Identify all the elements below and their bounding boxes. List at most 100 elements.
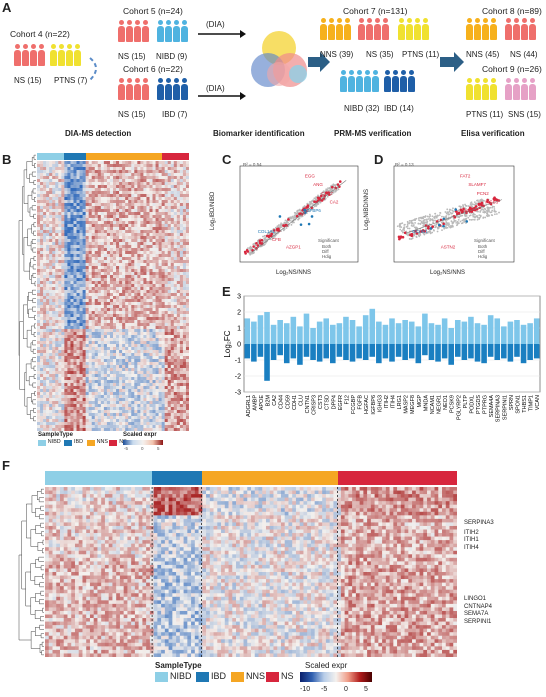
heatmap-cell [49,257,53,261]
heatmap-cell [164,203,169,207]
heatmap-cell [185,335,189,339]
heatmap-cell [106,368,111,372]
heatmap-cell [113,410,117,414]
heatmap-cell [155,413,159,417]
heatmap-cell [134,257,138,261]
heatmap-cell [137,344,141,348]
heatmap-cell [40,347,44,351]
heatmap-cell [67,281,71,285]
heatmap-cell [109,302,114,306]
heatmap-cell [82,305,86,309]
heatmap-cell [167,365,172,369]
heatmap-cell [61,182,65,186]
heatmap-cell [106,338,111,342]
annotation-ns [161,153,189,160]
heatmap-cell [40,221,44,225]
heatmap-cell [76,305,80,309]
heatmap-cell [70,350,74,354]
heatmap-cell [109,353,114,357]
heatmap-cell [185,422,189,426]
heatmap-cell [161,314,165,318]
heatmap-cell [149,233,153,237]
heatmap-cell [152,200,156,204]
heatmap-cell [185,230,189,234]
heatmap-cell [67,242,71,246]
heatmap-cell [67,404,71,408]
heatmap-cell [49,206,53,210]
heatmap-cell [164,236,169,240]
heatmap-cell [76,218,80,222]
heatmap-cell [52,203,56,207]
heatmap-cell [79,269,83,273]
heatmap-cell [149,227,153,231]
heatmap-cell [85,269,89,273]
heatmap-cell [67,308,71,312]
heatmap-cell [116,272,120,276]
heatmap-cell [179,314,184,318]
heatmap-cell [67,257,71,261]
heatmap-cell [106,308,111,312]
heatmap-cell [143,287,147,291]
heatmap-cell [134,353,138,357]
heatmap-cell [103,356,108,360]
heatmap-cell [37,386,41,390]
heatmap-cell [55,293,59,297]
heatmap-cell [97,326,102,330]
heatmap-cell [58,272,62,276]
heatmap-cell [103,197,108,201]
heatmap-cell [119,161,123,165]
heatmap-cell [52,161,56,165]
heatmap-cell [170,260,175,264]
heatmap-cell [52,164,56,168]
heatmap-cell [164,167,169,171]
heatmap-cell [43,407,47,411]
heatmap-cell [140,263,144,267]
heatmap-cell [43,314,47,318]
heatmap-cell [58,209,62,213]
heatmap-cell [88,206,93,210]
heatmap-cell [67,176,71,180]
heatmap-cell [49,386,53,390]
heatmap-cell [158,233,162,237]
heatmap-cell [179,380,184,384]
heatmap-cell [164,209,169,213]
heatmap-cell [40,215,44,219]
heatmap-cell [185,314,189,318]
heatmap-cell [106,188,111,192]
heatmap-cell [164,245,169,249]
heatmap-cell [58,233,62,237]
heatmap-cell [158,278,162,282]
heatmap-cell [76,362,80,366]
heatmap-cell [94,233,99,237]
heatmap-cell [167,200,172,204]
heatmap-cell [67,164,71,168]
heatmap-cell [37,179,41,183]
heatmap-cell [91,290,96,294]
heatmap-cell [100,182,105,186]
heatmap-cell [176,413,181,417]
point-nonsig [285,227,288,229]
heatmap-cell [119,173,123,177]
heatmap-cell [134,287,138,291]
heatmap-cell [149,422,153,426]
heatmap-cell [158,314,162,318]
heatmap-cell [43,332,47,336]
heatmap-cell [170,422,175,426]
heatmap-cell [125,245,129,249]
heatmap-cell [146,302,150,306]
heatmap-cell [85,302,89,306]
heatmap-cell [97,209,102,213]
heatmap-cell [91,401,96,405]
heatmap-cell [100,383,105,387]
heatmap-cell [85,245,89,249]
heatmap-cell [155,368,159,372]
heatmap-cell [40,428,44,431]
heatmap-cell [113,317,117,321]
heatmap-cell [176,422,181,426]
heatmap-cell [52,188,56,192]
heatmap-cell [94,248,99,252]
heatmap-cell [176,425,181,429]
heatmap-cell [85,350,89,354]
heatmap-cell [58,254,62,258]
heatmap-cell [82,176,86,180]
